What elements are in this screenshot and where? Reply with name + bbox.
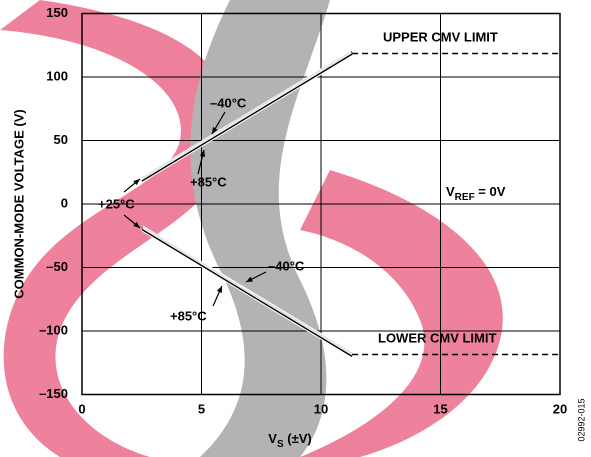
y-tick-label: 0 <box>61 195 68 210</box>
x-tick-label: 5 <box>198 401 205 416</box>
x-axis-label-rest: (±V) <box>284 431 312 446</box>
line-label: +25°C <box>98 196 135 211</box>
x-axis-label: VS (±V) <box>268 431 311 449</box>
vref-sub: REF <box>455 192 475 203</box>
figure-id: 02992-015 <box>576 398 586 441</box>
y-tick-label: 100 <box>46 68 68 83</box>
watermark <box>0 0 503 457</box>
watermark-shape <box>0 0 234 457</box>
line-label: +85°C <box>170 308 207 323</box>
y-tick-label: 50 <box>54 132 68 147</box>
x-axis-label-sub: S <box>277 439 284 450</box>
annotation-arrowhead <box>133 221 140 228</box>
series-label: UPPER CMV LIMIT <box>383 29 498 44</box>
x-tick-label: 10 <box>314 401 328 416</box>
annotation-arrowhead <box>246 276 253 282</box>
watermark-shape <box>300 170 503 457</box>
annotation-arrowhead <box>216 286 222 293</box>
y-axis-label: COMMON-MODE VOLTAGE (V) <box>11 109 26 298</box>
annotation-arrowhead <box>133 179 140 186</box>
y-tick-label: 150 <box>46 5 68 20</box>
x-tick-label: 15 <box>433 401 447 416</box>
series-label: LOWER CMV LIMIT <box>378 330 496 345</box>
annotation-arrowhead <box>199 150 206 157</box>
line-label: –40°C <box>268 258 305 273</box>
y-tick-label: –50 <box>46 259 68 274</box>
x-axis-label-main: V <box>268 431 277 446</box>
line-label: +85°C <box>190 174 227 189</box>
y-tick-label: –150 <box>39 386 68 401</box>
x-tick-label: 0 <box>78 401 85 416</box>
annotation-arrowhead <box>212 127 218 134</box>
vref-main: V <box>446 184 455 199</box>
vref-rest: = 0V <box>475 184 506 199</box>
x-tick-label: 20 <box>553 401 567 416</box>
y-tick-label: –100 <box>39 322 68 337</box>
vref-annotation: VREF = 0V <box>446 184 506 202</box>
watermark-shape <box>190 0 330 457</box>
data-line <box>141 53 353 357</box>
line-label: –40°C <box>210 95 247 110</box>
